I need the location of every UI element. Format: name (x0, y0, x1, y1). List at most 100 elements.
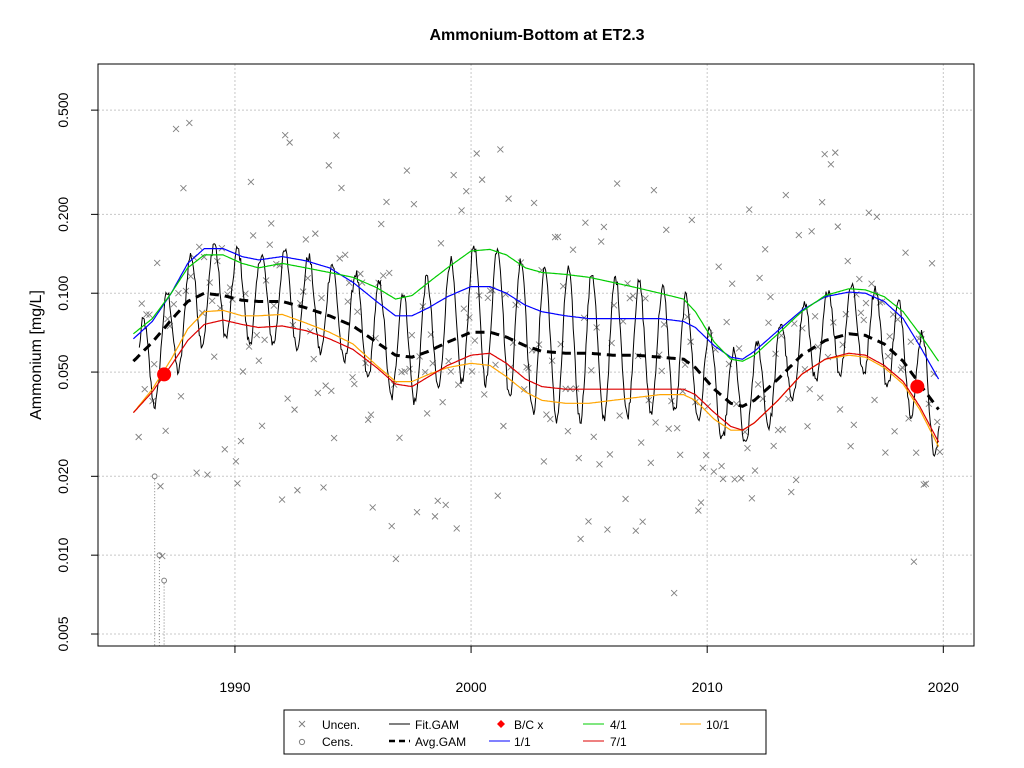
uncensored-point (699, 464, 707, 472)
uncensored-point (804, 423, 811, 430)
uncensored-point (462, 187, 470, 195)
uncensored-point (569, 246, 577, 254)
uncensored-point (575, 454, 583, 462)
series-4-1line (133, 248, 940, 362)
uncensored-point (421, 368, 429, 376)
uncensored-point (836, 406, 844, 413)
uncensored-point (149, 397, 156, 405)
uncensored-point (500, 422, 507, 430)
uncensored-point (831, 149, 839, 156)
uncensored-point (642, 295, 649, 302)
uncensored-point (406, 365, 413, 373)
uncensored-point (286, 139, 293, 146)
uncensored-point (765, 319, 772, 326)
uncensored-point (377, 220, 385, 228)
uncensored-point (157, 482, 164, 490)
uncensored-point (158, 552, 166, 560)
y-tick-label: 0.100 (55, 275, 71, 310)
uncensored-point (787, 488, 795, 496)
uncensored-point (702, 451, 710, 459)
uncensored-point (530, 199, 538, 207)
x-tick-label: 2020 (928, 679, 959, 695)
uncensored-point (403, 167, 411, 174)
uncensored-point (585, 518, 592, 525)
axis-ticks: 1990 2000 2010 2020 0.005 0.010 0.020 0.050 0.10… (55, 92, 959, 695)
legend-item-10-1: 10/1 (680, 718, 730, 732)
uncensored-point (590, 433, 598, 441)
uncensored-point (850, 421, 858, 429)
uncensored-point (596, 461, 603, 468)
uncensored-point (587, 366, 595, 374)
uncensored-point (138, 300, 146, 307)
uncensored-point (754, 381, 762, 388)
uncensored-point (882, 449, 889, 456)
uncensored-point (744, 444, 751, 452)
uncensored-point (862, 299, 870, 307)
uncensored-point (143, 311, 150, 318)
uncensored-point (247, 178, 255, 186)
uncensored-point (187, 273, 195, 280)
legend-label-7-1: 7/1 (610, 735, 627, 749)
uncensored-point (582, 219, 589, 226)
uncensored-point (318, 294, 325, 302)
censored-point (161, 577, 168, 584)
uncensored-point (442, 501, 450, 509)
y-tick-label: 0.200 (55, 197, 71, 232)
uncensored-point (520, 385, 528, 393)
uncensored-point (204, 471, 211, 478)
uncensored-point (857, 309, 865, 317)
legend-box (283, 709, 767, 755)
uncensored-point (834, 223, 842, 230)
legend-item-uncen: Uncen. (298, 718, 360, 732)
uncensored-point (767, 293, 774, 301)
uncensored-point (616, 412, 623, 419)
uncensored-point (330, 434, 338, 442)
uncensored-point (808, 227, 815, 235)
uncensored-point (546, 415, 554, 423)
uncensored-point (660, 321, 668, 328)
uncensored-point (253, 331, 261, 339)
uncensored-point (856, 275, 863, 283)
uncensored-point (383, 198, 390, 206)
uncensored-point (437, 239, 445, 247)
uncensored-point (172, 125, 180, 133)
legend-item-fit-gam: Fit.GAM (389, 718, 459, 732)
uncensored-point (886, 333, 894, 340)
uncensored-point (364, 416, 372, 424)
bc-points (157, 367, 925, 394)
uncensored-point (910, 558, 918, 565)
uncensored-point (731, 475, 739, 483)
uncensored-point (933, 418, 941, 426)
uncensored-point (792, 476, 800, 484)
plot-frame (97, 63, 975, 647)
uncensored-point (710, 468, 718, 475)
uncensored-point (525, 364, 532, 372)
uncensored-point (492, 361, 499, 369)
uncensored-point (658, 367, 666, 375)
uncensored-point (369, 504, 377, 511)
legend-item-avg-gam: Avg.GAM (389, 735, 466, 749)
uncensored-point (281, 131, 289, 139)
uncensored-point (354, 308, 361, 316)
uncensored-point (860, 316, 868, 324)
uncensored-point (665, 425, 673, 433)
legend-label-uncen: Uncen. (322, 718, 360, 732)
uncensored-point (350, 380, 358, 388)
y-tick-label: 0.020 (55, 459, 71, 494)
series-avg-gamline (132, 291, 940, 411)
uncensored-point (733, 400, 740, 408)
legend-label-10-1: 10/1 (706, 718, 730, 732)
uncensored-point (597, 238, 605, 245)
uncensored-point (772, 350, 779, 358)
uncensored-point (234, 480, 241, 487)
uncensored-point (150, 360, 158, 368)
bc-point (910, 379, 925, 394)
uncensored-point (842, 310, 850, 318)
uncensored-point (670, 589, 678, 597)
uncensored-point (735, 345, 743, 352)
uncensored-point (652, 419, 659, 426)
uncensored-point (325, 162, 333, 169)
uncensored-point (410, 200, 418, 208)
uncensored-points (135, 119, 944, 597)
uncensored-point (543, 411, 550, 418)
